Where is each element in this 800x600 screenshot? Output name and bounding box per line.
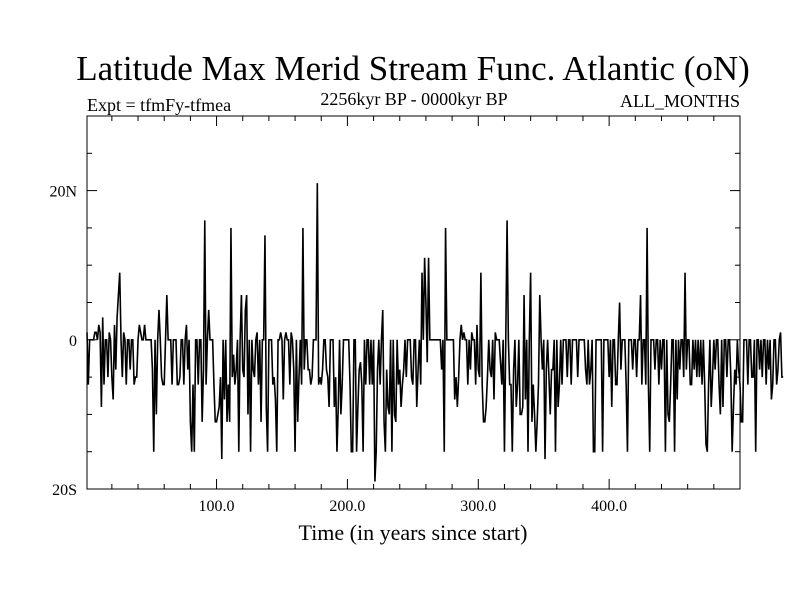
x-tick-label: 400.0 xyxy=(591,498,627,515)
chart-subtitle-left: Expt = tfmFy-tfmea xyxy=(87,95,231,115)
plot-area: 20N 0 20S 100.0 200.0 300.0 400.0 xyxy=(49,115,784,515)
x-tick-label: 100.0 xyxy=(199,498,235,515)
chart-subtitle-right: ALL_MONTHS xyxy=(620,91,740,111)
y-tick-label: 0 xyxy=(69,333,77,350)
series-line-0 xyxy=(86,183,784,482)
chart-subtitle-center: 2256kyr BP - 0000kyr BP xyxy=(320,89,507,109)
x-tick-label: 200.0 xyxy=(329,498,365,515)
plot-frame xyxy=(86,115,741,490)
chart-title: Latitude Max Merid Stream Func. Atlantic… xyxy=(76,49,750,88)
x-tick-label: 300.0 xyxy=(460,498,496,515)
x-axis-label: Time (in years since start) xyxy=(299,520,528,545)
y-tick-label: 20N xyxy=(49,184,77,201)
y-tick-label: 20S xyxy=(52,482,77,499)
